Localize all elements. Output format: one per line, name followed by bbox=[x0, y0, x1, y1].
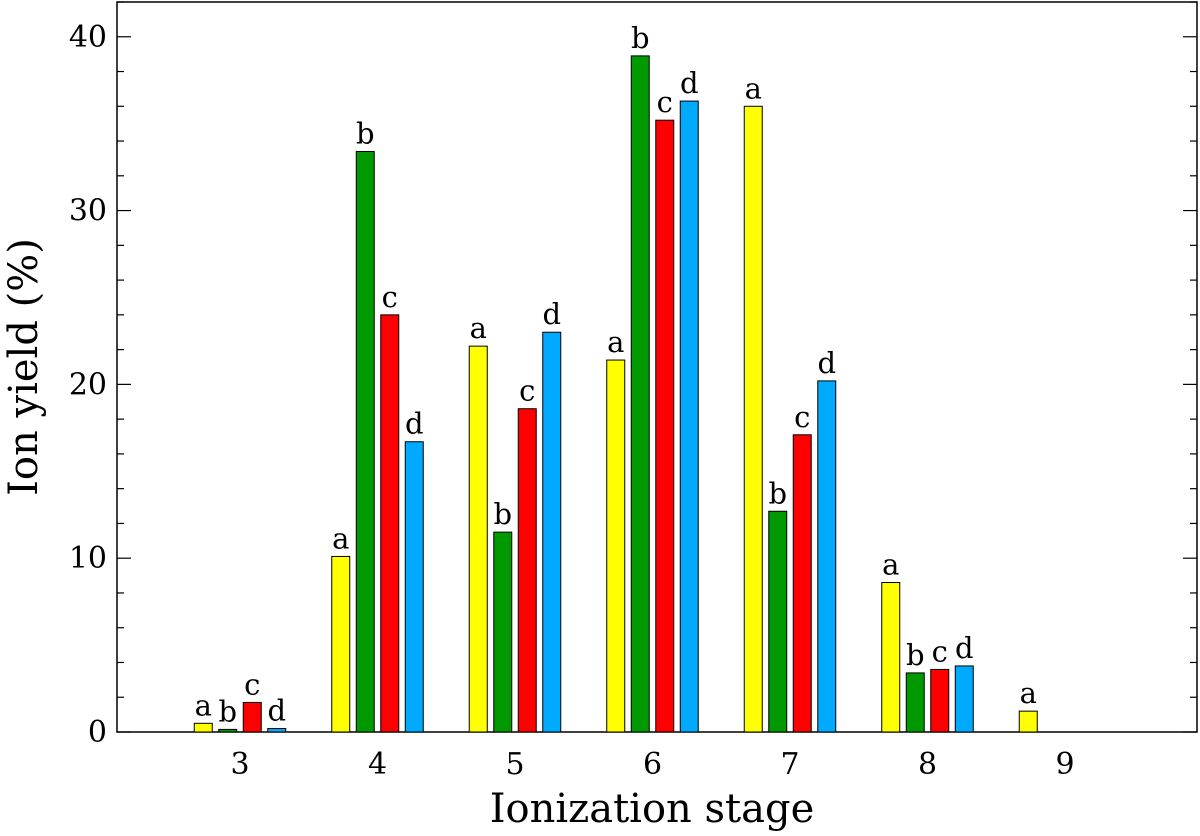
bar-label-c: c bbox=[244, 667, 260, 701]
bar-a-stage-6 bbox=[606, 359, 626, 733]
bar-label-b: b bbox=[493, 497, 512, 531]
y-tick-label: 0 bbox=[88, 715, 107, 750]
bar-a-stage-4 bbox=[331, 555, 351, 733]
bar-label-d: d bbox=[955, 631, 974, 665]
bar-a-stage-8 bbox=[881, 582, 901, 733]
bar-label-a: a bbox=[745, 71, 762, 105]
bar-b-stage-4 bbox=[355, 150, 375, 733]
bar-c-stage-4 bbox=[380, 314, 400, 733]
bar-label-d: d bbox=[542, 297, 561, 331]
x-tick-label: 7 bbox=[780, 747, 799, 782]
bar-label-d: d bbox=[680, 66, 699, 100]
bar-label-d: d bbox=[405, 407, 424, 441]
y-tick-label: 20 bbox=[69, 367, 107, 402]
y-tick-label: 40 bbox=[69, 20, 107, 55]
axis-ticks: 0 10 20 30 40 3 4 5 6 7 8 9 bbox=[69, 1, 1197, 782]
bar-label-a: a bbox=[332, 521, 349, 555]
x-tick-label: 9 bbox=[1055, 747, 1074, 782]
y-axis-title: Ion yield (%) bbox=[1, 238, 47, 496]
bar-d-stage-8 bbox=[954, 665, 974, 733]
bar-d-stage-3 bbox=[267, 728, 287, 733]
bar-label-a: a bbox=[882, 548, 899, 582]
x-tick-label: 4 bbox=[368, 747, 387, 782]
bar-label-d: d bbox=[817, 346, 836, 380]
bar-a-stage-3 bbox=[193, 722, 213, 733]
bar-c-stage-7 bbox=[792, 434, 812, 733]
bar-b-stage-5 bbox=[493, 531, 513, 733]
bar-label-b: b bbox=[631, 21, 650, 55]
x-tick-label: 3 bbox=[230, 747, 249, 782]
bar-b-stage-6 bbox=[630, 55, 650, 733]
bar-b-stage-3 bbox=[218, 728, 238, 733]
x-axis-title: Ionization stage bbox=[490, 786, 815, 832]
bar-a-stage-7 bbox=[743, 105, 763, 733]
x-tick-label: 5 bbox=[505, 747, 524, 782]
bar-d-stage-5 bbox=[542, 331, 562, 733]
bar-label-a: a bbox=[1020, 676, 1037, 710]
bar-d-stage-6 bbox=[679, 100, 699, 733]
bar-c-stage-5 bbox=[517, 408, 537, 733]
bars bbox=[193, 55, 1038, 733]
bar-label-b: b bbox=[218, 694, 237, 728]
bar-label-c: c bbox=[382, 280, 398, 314]
x-tick-label: 8 bbox=[918, 747, 937, 782]
bar-b-stage-7 bbox=[768, 510, 788, 733]
bar-label-c: c bbox=[794, 400, 810, 434]
bar-label-b: b bbox=[906, 638, 925, 672]
bar-b-stage-8 bbox=[905, 672, 925, 733]
bar-d-stage-7 bbox=[817, 380, 837, 733]
y-tick-label: 30 bbox=[69, 194, 107, 229]
bar-label-c: c bbox=[932, 634, 948, 668]
bar-label-a: a bbox=[607, 325, 624, 359]
bar-d-stage-4 bbox=[404, 441, 424, 733]
bar-label-a: a bbox=[195, 688, 212, 722]
bar-label-b: b bbox=[768, 476, 787, 510]
bar-label-c: c bbox=[519, 374, 535, 408]
bar-c-stage-3 bbox=[242, 701, 262, 733]
x-tick-label: 6 bbox=[643, 747, 662, 782]
bar-label-c: c bbox=[657, 85, 673, 119]
bar-a-stage-5 bbox=[468, 345, 488, 733]
bar-c-stage-6 bbox=[655, 119, 675, 733]
y-tick-label: 10 bbox=[69, 541, 107, 576]
bar-label-d: d bbox=[267, 694, 286, 728]
bar-a-stage-9 bbox=[1018, 710, 1038, 733]
bar-c-stage-8 bbox=[930, 668, 950, 733]
bar-label-b: b bbox=[356, 116, 375, 150]
bar-label-a: a bbox=[470, 311, 487, 345]
